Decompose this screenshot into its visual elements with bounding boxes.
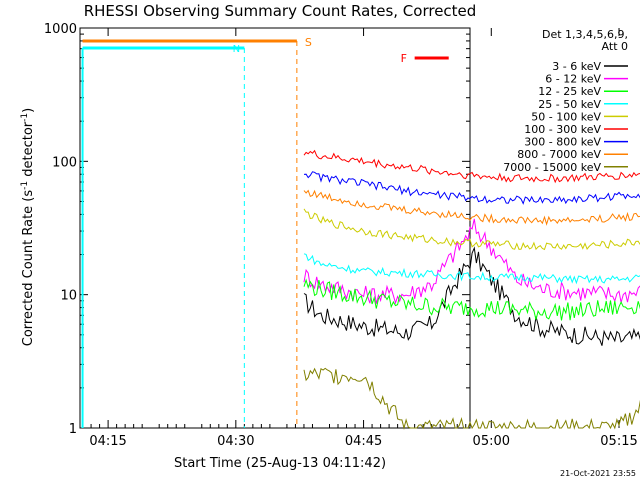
x-axis-label: Start Time (25-Aug-13 04:11:42) bbox=[174, 456, 386, 471]
y-tick-label: 1000 bbox=[44, 22, 77, 37]
legend-header-attenuator: Att 0 bbox=[602, 40, 628, 53]
series-line-50to100keV bbox=[303, 208, 640, 251]
legend-label: 50 - 100 keV bbox=[531, 110, 601, 123]
timestamp: 21-Oct-2021 23:55 bbox=[560, 469, 636, 478]
legend-label: 12 - 25 keV bbox=[538, 85, 601, 98]
y-tick-label: 100 bbox=[52, 155, 77, 170]
series-line-800to7000keV bbox=[303, 189, 640, 226]
legend-header-detectors: Det 1,3,4,5,6,9, bbox=[542, 28, 628, 41]
saa-label: S bbox=[305, 36, 312, 49]
series-line-3to6keV bbox=[303, 246, 640, 346]
series-line-300to800keV bbox=[303, 171, 640, 205]
x-tick-label: 04:45 bbox=[345, 434, 382, 449]
series-line-12to25keV bbox=[303, 278, 640, 321]
legend-label: 800 - 7000 keV bbox=[517, 148, 601, 161]
series-line-100to300keV bbox=[303, 149, 640, 184]
observing-flags: S N F bbox=[81, 36, 449, 428]
legend-label: 6 - 12 keV bbox=[545, 73, 601, 86]
chart-title: RHESSI Observing Summary Count Rates, Co… bbox=[84, 2, 477, 20]
x-tick-label: 04:15 bbox=[89, 434, 126, 449]
legend-label: 3 - 6 keV bbox=[552, 60, 601, 73]
x-tick-label: 05:15 bbox=[600, 434, 637, 449]
x-tick-label: 05:00 bbox=[473, 434, 510, 449]
legend-label: 100 - 300 keV bbox=[524, 123, 601, 136]
series-lines bbox=[303, 149, 640, 430]
legend-label: 300 - 800 keV bbox=[524, 136, 601, 149]
y-tick-label: 1 bbox=[69, 422, 77, 437]
night-label: N bbox=[233, 44, 240, 55]
plot-axes: 110100100004:1504:3004:4505:0005:1505:30… bbox=[44, 22, 638, 449]
legend-label: 7000 - 15000 keV bbox=[503, 161, 601, 174]
flare-label: F bbox=[401, 52, 407, 65]
y-tick-label: 10 bbox=[60, 289, 77, 304]
x-tick-label: 04:30 bbox=[217, 434, 254, 449]
legend-label: 25 - 50 keV bbox=[538, 98, 601, 111]
series-line-25to50keV bbox=[303, 253, 640, 285]
series-line-7000to15000keV bbox=[303, 367, 640, 430]
plot-frame bbox=[79, 27, 471, 429]
series-line-6to12keV bbox=[303, 218, 640, 305]
y-axis-label: Corrected Count Rate (s-1 detector-1) bbox=[20, 108, 36, 346]
